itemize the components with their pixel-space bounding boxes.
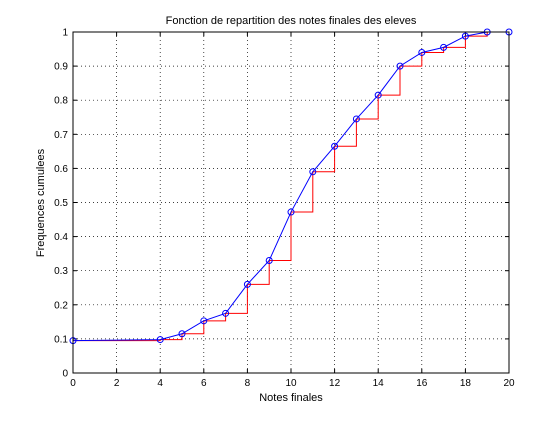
plot-background — [73, 32, 509, 373]
y-tick-label: 0.2 — [54, 300, 68, 311]
data-point-marker — [331, 142, 339, 150]
x-axis-label: Notes finales — [259, 392, 323, 404]
x-tick-label: 18 — [460, 378, 472, 389]
data-point-marker — [156, 336, 164, 344]
y-tick-label: 0.7 — [54, 130, 68, 141]
data-series — [69, 28, 513, 345]
x-tick-label: 16 — [416, 378, 428, 389]
tick-labels: 0 2 4 6 8 10 12 14 16 18 20 0 0.1 0.2 0.3 0.4 0.5 0.6 0.7 0… — [54, 28, 515, 390]
data-point-marker — [265, 256, 273, 264]
grid-lines — [73, 32, 509, 373]
cdf-series-line — [72, 31, 509, 342]
y-tick-label: 0.8 — [54, 96, 68, 107]
data-point-marker — [200, 317, 208, 325]
data-point-marker — [222, 309, 230, 317]
tick-marks — [72, 31, 510, 374]
y-axis-label: Frequences cumulees — [35, 148, 47, 257]
data-point-marker — [178, 330, 186, 338]
data-point-marker — [418, 48, 426, 56]
x-tick-label: 0 — [70, 378, 76, 389]
data-point-marker — [309, 168, 317, 176]
y-tick-label: 0.6 — [54, 164, 68, 175]
data-point-marker — [287, 208, 295, 216]
y-tick-label: 0 — [62, 369, 68, 380]
x-tick-label: 14 — [373, 378, 385, 389]
x-tick-label: 8 — [245, 378, 251, 389]
data-point-marker — [374, 91, 382, 99]
chart-title: Fonction de repartition des notes finale… — [166, 15, 417, 27]
y-tick-label: 1 — [62, 28, 68, 39]
x-tick-label: 2 — [114, 378, 120, 389]
x-tick-label: 12 — [329, 378, 341, 389]
y-tick-label: 0.1 — [54, 334, 68, 345]
data-point-marker — [461, 32, 469, 40]
y-tick-label: 0.4 — [54, 232, 68, 243]
plot-frame — [72, 31, 510, 374]
y-tick-label: 0.5 — [54, 198, 68, 209]
y-tick-label: 0.9 — [54, 62, 68, 73]
x-tick-label: 10 — [285, 378, 297, 389]
data-point-marker — [352, 115, 360, 123]
x-tick-label: 6 — [201, 378, 207, 389]
x-tick-label: 20 — [503, 378, 515, 389]
x-tick-label: 4 — [157, 378, 163, 389]
data-point-marker — [440, 43, 448, 51]
data-point-marker — [396, 62, 404, 70]
y-tick-label: 0.3 — [54, 266, 68, 277]
data-point-marker — [243, 280, 251, 288]
